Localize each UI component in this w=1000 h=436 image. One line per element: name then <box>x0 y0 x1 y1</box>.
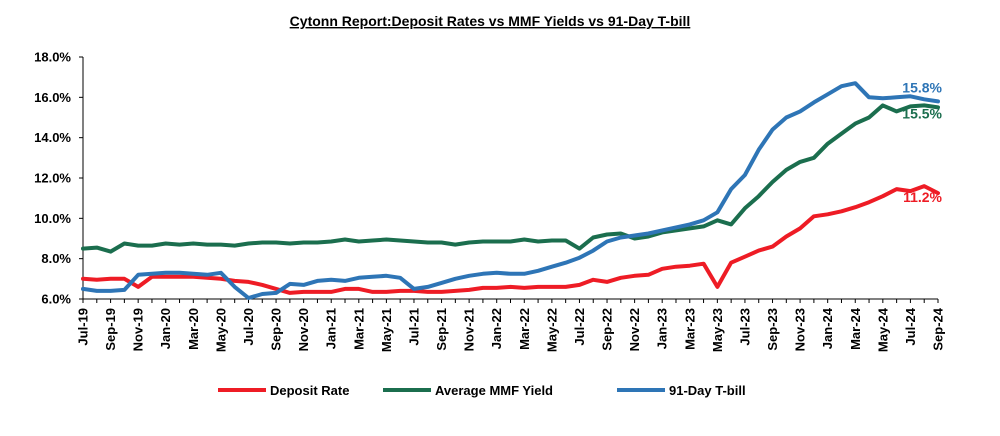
x-tick-label: May-23 <box>710 308 725 352</box>
y-tick-label: 8.0% <box>41 251 71 266</box>
x-tick-label: May-24 <box>875 307 890 352</box>
x-tick-label: Mar-20 <box>186 308 201 350</box>
x-tick-label: Sep-22 <box>600 308 615 351</box>
y-tick-label: 10.0% <box>34 211 71 226</box>
x-tick-label: Nov-20 <box>296 308 311 351</box>
x-tick-label: May-21 <box>379 308 394 352</box>
x-tick-label: Nov-22 <box>627 308 642 351</box>
x-tick-label: Jan-22 <box>489 308 504 349</box>
x-tick-label: Jul-22 <box>572 308 587 346</box>
series-line-2 <box>81 81 940 300</box>
end-label-2: 15.8% <box>902 79 942 95</box>
x-tick-label: Mar-21 <box>351 308 366 350</box>
x-tick-label: May-20 <box>213 308 228 352</box>
y-tick-label: 6.0% <box>41 292 71 307</box>
series-line-1 <box>81 103 940 254</box>
x-tick-label: Jul-24 <box>903 307 918 345</box>
x-tick-label: Jul-19 <box>76 308 91 346</box>
end-label-0: 11.2% <box>903 189 942 205</box>
chart-title: Cytonn Report:Deposit Rates vs MMF Yield… <box>290 13 691 29</box>
legend-label-0: Deposit Rate <box>270 383 349 398</box>
y-tick-label: 18.0% <box>34 50 71 65</box>
x-tick-label: May-22 <box>544 308 559 352</box>
x-tick-label: Jul-20 <box>241 308 256 346</box>
end-labels: 11.2% 15.5% 15.8% <box>902 79 942 205</box>
axes <box>82 57 938 300</box>
x-tick-label: Mar-23 <box>682 308 697 350</box>
x-tick-label: Sep-20 <box>269 308 284 351</box>
x-tick-label: Mar-22 <box>517 308 532 350</box>
y-tick-label: 14.0% <box>34 130 71 145</box>
x-tick-label: Sep-24 <box>931 307 946 350</box>
x-tick-label: Mar-24 <box>848 307 863 350</box>
x-tick-label: Jan-24 <box>820 307 835 349</box>
series-lines <box>81 81 940 300</box>
x-tick-label: Nov-19 <box>131 308 146 351</box>
y-axis-ticks: 6.0% 8.0% 10.0% 12.0% 14.0% 16.0% 18.0% <box>34 50 83 307</box>
x-tick-label: Sep-19 <box>103 308 118 351</box>
x-tick-label: Sep-21 <box>434 308 449 351</box>
x-tick-label: Jul-21 <box>406 308 421 346</box>
y-tick-label: 16.0% <box>34 90 71 105</box>
legend: Deposit Rate Average MMF Yield 91-Day T-bi… <box>218 383 746 398</box>
x-tick-label: Jan-20 <box>158 308 173 349</box>
x-tick-label: Sep-23 <box>765 308 780 351</box>
x-tick-label: Jan-21 <box>324 308 339 349</box>
x-tick-label: Jan-23 <box>655 308 670 349</box>
x-tick-label: Nov-23 <box>793 308 808 351</box>
legend-label-2: 91-Day T-bill <box>669 383 746 398</box>
legend-label-1: Average MMF Yield <box>435 383 553 398</box>
x-tick-label: Jul-23 <box>737 308 752 346</box>
end-label-1: 15.5% <box>902 105 942 121</box>
x-axis-ticks: Jul-19 Sep-19 Nov-19 Jan-20 Mar-20 May-20 Jul-… <box>76 299 946 352</box>
y-tick-label: 12.0% <box>34 171 71 186</box>
x-tick-label: Nov-21 <box>462 308 477 351</box>
